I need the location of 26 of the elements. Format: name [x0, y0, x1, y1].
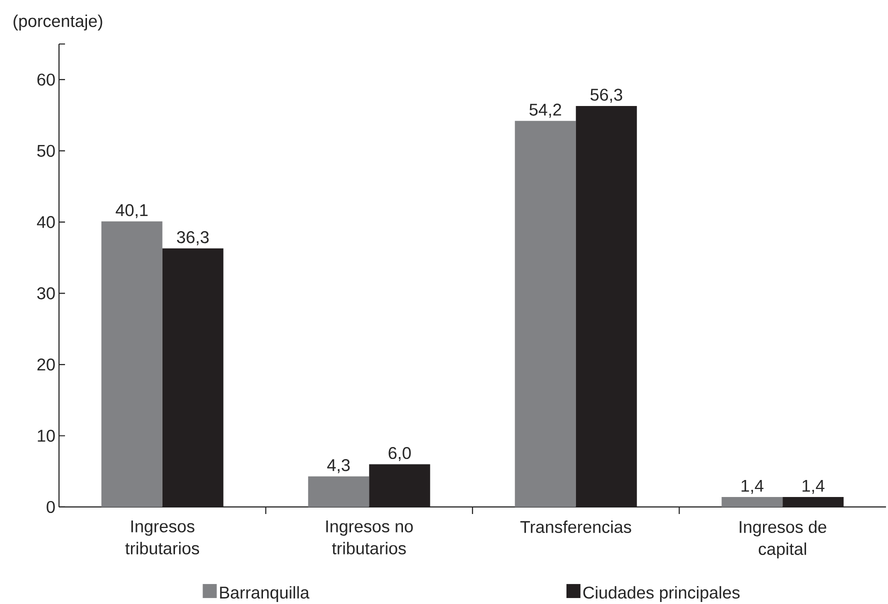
x-tick-label: Transferencias — [520, 520, 632, 534]
bar — [308, 476, 370, 507]
bar — [101, 221, 162, 507]
y-tick-label: 40 — [36, 216, 55, 228]
data-label: 36,3 — [176, 231, 209, 246]
x-tick-label: Ingresos no tributarios — [326, 520, 413, 554]
y-tick-label: 30 — [37, 287, 55, 300]
data-label: 4,3 — [327, 459, 350, 474]
x-tick-label: Ingresos tributarios — [125, 520, 200, 554]
y-axis-title: (porcentaje) — [14, 14, 102, 30]
data-label: 54,2 — [530, 104, 562, 118]
bar — [514, 120, 576, 507]
x-tick-label: Ingresos de capital — [740, 520, 826, 558]
y-tick-label: 20 — [37, 358, 55, 371]
legend-label: Barranquilla — [220, 586, 310, 602]
bar — [722, 497, 783, 507]
data-label: 1,4 — [802, 480, 824, 494]
data-label: 40,1 — [116, 204, 148, 218]
y-tick-label: 50 — [37, 144, 55, 157]
y-tick-label: 0 — [46, 500, 55, 514]
data-label: 1,4 — [742, 480, 764, 494]
data-label: 56,3 — [590, 88, 622, 103]
y-tick-label: 60 — [37, 74, 55, 86]
y-tick-label: 10 — [38, 430, 55, 442]
legend-label: Ciudades principales — [583, 586, 740, 602]
data-label: 6,0 — [388, 447, 411, 462]
